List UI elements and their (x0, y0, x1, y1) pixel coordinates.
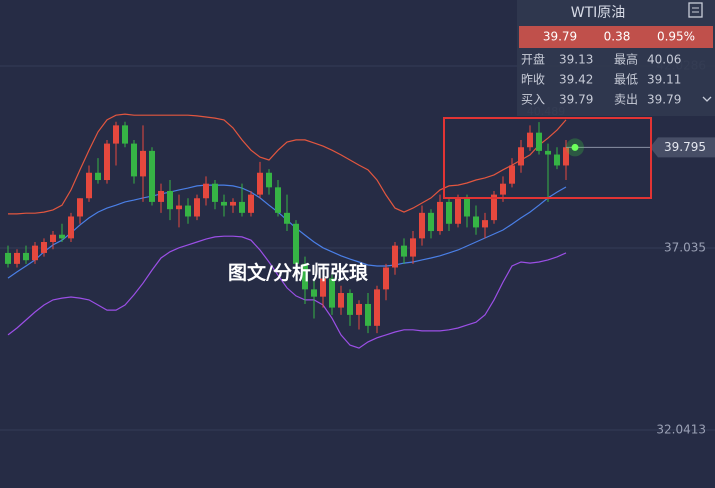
candle-body (158, 190, 164, 202)
candle-body (284, 212, 290, 224)
candle-body (563, 147, 569, 166)
quote-value: 39.79 (543, 30, 577, 44)
panel-cell: 卖出 (614, 93, 638, 107)
panel-title: WTI原油 (571, 5, 626, 21)
candle-body (446, 201, 452, 224)
quote-panel: WTI原油 39.79 0.38 0.95% 开盘 39.13 最高 40.06 昨收 39.4… (517, 0, 715, 116)
candle-body (401, 245, 407, 257)
candle-body (275, 187, 281, 213)
menu-icon[interactable] (688, 2, 703, 18)
candle-body (455, 198, 461, 224)
panel-cell: 40.06 (647, 53, 681, 67)
candle-body (482, 220, 488, 228)
candle-body (176, 205, 182, 210)
candle-body (248, 194, 254, 213)
candle-body (95, 172, 101, 181)
candle-body (77, 198, 83, 217)
price-dot (571, 143, 579, 151)
candle-body (203, 183, 209, 199)
candle-body (194, 198, 200, 217)
candle-body (239, 201, 245, 213)
candle-body (14, 252, 20, 264)
panel-cell: 昨收 (521, 73, 545, 87)
candle-body (167, 190, 173, 210)
panel-cell: 开盘 (521, 52, 545, 67)
candle-body (509, 165, 515, 184)
candle-body (5, 252, 11, 264)
candle-body (365, 303, 371, 326)
last-price-tag (650, 137, 715, 158)
candle-body (329, 278, 335, 308)
candle-body (473, 216, 479, 228)
candle-body (149, 150, 155, 202)
panel-cell: 最高 (614, 52, 638, 67)
candle-body (536, 132, 542, 151)
candle-body (86, 172, 92, 199)
candle-body (545, 150, 551, 155)
band-line (7, 235, 567, 349)
candle-body (230, 201, 236, 206)
candle-body (374, 289, 380, 326)
icon (688, 2, 703, 18)
candle-body (41, 241, 47, 253)
candle-body (302, 263, 308, 290)
y-tick-label: 37.035 (664, 241, 706, 255)
candle-body (554, 154, 560, 166)
candle-body (32, 245, 38, 261)
candle-body (383, 267, 389, 290)
candle-body (428, 212, 434, 232)
candle-body (347, 293, 353, 315)
candle-body (437, 201, 443, 232)
candle-body (23, 252, 29, 261)
band-line (8, 113, 567, 215)
candle-body (419, 212, 425, 239)
expand-icon[interactable] (702, 96, 712, 102)
candle-body (410, 238, 416, 257)
watermark: 图文/分析师张琅 (228, 261, 369, 284)
quote-value: 0.38 (604, 30, 631, 44)
candle-body (131, 143, 137, 177)
panel-cell: 39.79 (647, 93, 681, 107)
candle-body (356, 303, 362, 315)
candle-body (491, 194, 497, 221)
quote-bar (519, 26, 713, 48)
candle-body (185, 205, 191, 217)
candle-body (59, 234, 65, 239)
panel-cell: 39.42 (559, 73, 593, 87)
quote-value: 0.95% (657, 30, 695, 44)
candle-body (311, 289, 317, 297)
candle-body (266, 172, 272, 188)
candle-body (527, 132, 533, 148)
overlay: 39.79540.489图文/分析师张琅 (228, 105, 715, 284)
highlight-box (443, 117, 652, 199)
panel-cell: 39.13 (559, 53, 593, 67)
candles (5, 121, 569, 334)
panel-cell: 39.79 (559, 93, 593, 107)
candle-body (338, 293, 344, 308)
last-price-label: 39.795 (664, 140, 706, 154)
candle-body (500, 183, 506, 195)
candle-body (464, 198, 470, 217)
candle-body (140, 150, 146, 177)
candle-body (320, 278, 326, 297)
candle-body (113, 125, 119, 144)
candle-body (50, 234, 56, 242)
candle-body (221, 201, 227, 206)
panel-rows: 39.79 0.38 0.95% 开盘 39.13 最高 40.06 昨收 39.42 最低 39.… (521, 30, 695, 107)
panel-cell: 最低 (614, 73, 638, 87)
y-tick-label: 32.0413 (656, 423, 706, 437)
candle-body (68, 216, 74, 239)
panel-bg (517, 0, 715, 116)
candle-body (257, 172, 263, 195)
candle-body (104, 143, 110, 181)
panel-cell: 39.11 (647, 73, 681, 87)
candle-body (122, 125, 128, 144)
candle-body (212, 183, 218, 202)
candle-body (518, 147, 524, 166)
candle-body (392, 245, 398, 268)
candle-body (293, 223, 299, 264)
panel-cell: 买入 (521, 93, 545, 107)
